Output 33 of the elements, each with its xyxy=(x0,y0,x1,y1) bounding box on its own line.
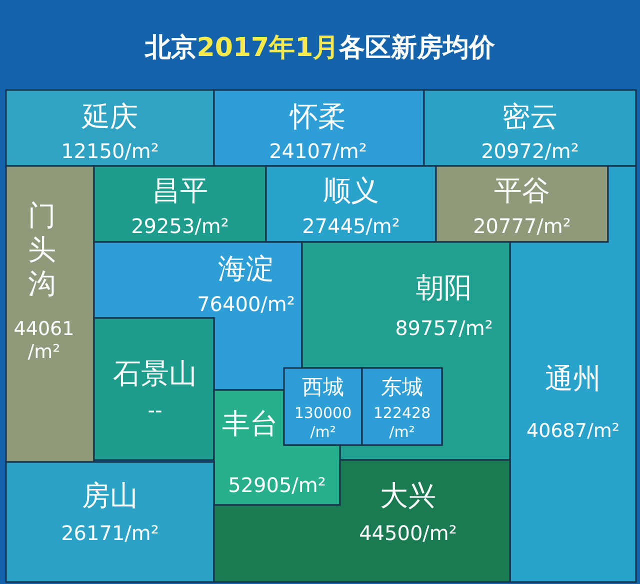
category-label: 丰台 xyxy=(222,407,278,440)
category-label: 门头沟 xyxy=(28,199,56,300)
category-label: 房山 xyxy=(82,479,138,512)
data-label: 44500/m² xyxy=(359,521,457,545)
data-label: 27445/m² xyxy=(302,214,400,238)
data-label: 26171/m² xyxy=(61,521,159,545)
category-label: 昌平 xyxy=(152,174,208,207)
text: 北京2017年1月各区新房均价 xyxy=(144,33,496,63)
data-label: 130000/m² xyxy=(294,404,352,441)
data-label: 12150/m² xyxy=(61,139,159,163)
category-label: 平谷 xyxy=(494,174,550,207)
data-label: 20972/m² xyxy=(481,139,579,163)
data-label: 24107/m² xyxy=(269,139,367,163)
category-label: 东城 xyxy=(381,375,423,399)
category-label: 朝阳 xyxy=(416,271,472,304)
category-label: 延庆 xyxy=(81,100,138,133)
data-label: 122428/m² xyxy=(373,404,431,441)
category-label: 怀柔 xyxy=(289,100,346,133)
data-label: 76400/m² xyxy=(197,292,295,316)
data-label: 52905/m² xyxy=(228,473,326,497)
category-label: 海淀 xyxy=(218,252,274,285)
category-label: 石景山 xyxy=(113,357,197,390)
category-label: 西城 xyxy=(302,375,344,399)
category-label: 通州 xyxy=(545,362,601,395)
category-label: 密云 xyxy=(502,100,558,133)
category-label: 顺义 xyxy=(323,174,379,207)
data-label: 89757/m² xyxy=(395,316,493,340)
data-label: 40687/m² xyxy=(526,420,620,442)
data-label: -- xyxy=(148,398,162,422)
category-label: 大兴 xyxy=(380,479,436,512)
data-label: 20777/m² xyxy=(473,214,571,238)
data-label: 29253/m² xyxy=(131,214,229,238)
data-label: 44061/m² xyxy=(14,318,74,363)
